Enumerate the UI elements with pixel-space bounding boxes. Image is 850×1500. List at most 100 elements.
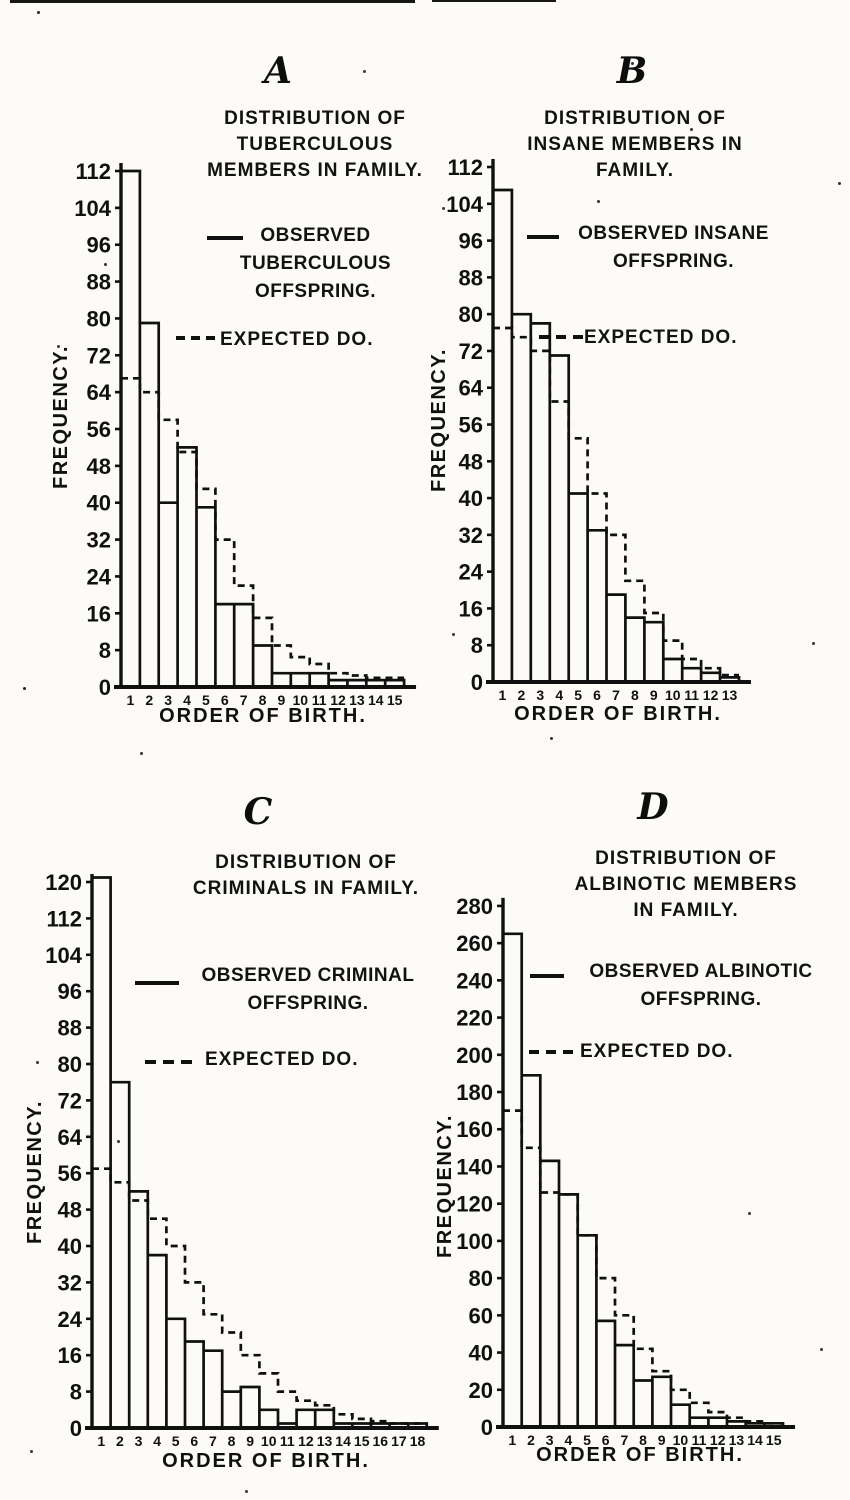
y-tick-label: 32 xyxy=(58,1270,82,1295)
panel-letter: D xyxy=(637,786,669,828)
x-tick-label: 3 xyxy=(135,1433,143,1449)
legend-expected-label: EXPECTED DO. xyxy=(205,1049,359,1070)
chart-title: DISTRIBUTION OF INSANE MEMBERS IN FAMILY… xyxy=(527,108,743,181)
x-tick-label: 12 xyxy=(298,1433,314,1449)
y-tick-label: 48 xyxy=(87,454,111,479)
x-tick-label: 10 xyxy=(261,1433,277,1449)
y-tick-label: 100 xyxy=(456,1229,493,1254)
legend-observed-label: OBSERVED ALBINOTIC OFFSPRING. xyxy=(589,961,813,1010)
expected-step-line xyxy=(121,376,405,680)
x-tick-label: 18 xyxy=(410,1433,426,1449)
y-tick-label: 0 xyxy=(99,675,111,700)
x-tick-label: 2 xyxy=(145,692,153,708)
y-tick-label: 80 xyxy=(87,306,111,331)
observed-line-icon xyxy=(207,236,243,240)
y-tick-label: 160 xyxy=(456,1117,493,1142)
expected-step-line xyxy=(493,326,739,677)
x-tick-label: 6 xyxy=(602,1432,610,1448)
y-tick-label: 32 xyxy=(87,528,111,553)
x-tick-label: 12 xyxy=(710,1432,726,1448)
x-tick-label: 2 xyxy=(517,687,525,703)
x-tick-label: 11 xyxy=(312,692,327,708)
y-tick-label: 72 xyxy=(459,339,483,364)
x-tick-label: 11 xyxy=(280,1433,295,1449)
y-tick-label: 16 xyxy=(87,601,111,626)
expected-dashes-icon xyxy=(145,1060,195,1064)
x-tick-label: 4 xyxy=(153,1433,161,1449)
y-tick-label: 112 xyxy=(76,159,112,184)
y-tick-label: 64 xyxy=(87,380,112,405)
chart-title: DISTRIBUTION OF ALBINOTIC MEMBERS IN FAM… xyxy=(574,848,798,921)
y-tick-label: 60 xyxy=(469,1303,493,1328)
observed-line-icon xyxy=(135,981,179,985)
expected-step-line xyxy=(92,1167,427,1425)
x-tick-label: 1 xyxy=(499,687,507,703)
x-tick-label: 6 xyxy=(593,687,601,703)
y-tick-label: 56 xyxy=(58,1161,82,1186)
y-tick-label: 104 xyxy=(446,192,483,217)
y-tick-label: 88 xyxy=(87,270,111,295)
x-tick-label: 15 xyxy=(354,1433,370,1449)
y-tick-label: 96 xyxy=(87,233,111,258)
legend-expected-label: EXPECTED DO. xyxy=(580,1041,734,1062)
y-tick-label: 120 xyxy=(45,870,82,895)
y-tick-label: 200 xyxy=(456,1043,493,1068)
scan-edge-artifact xyxy=(432,0,556,2)
x-tick-label: 14 xyxy=(747,1432,763,1448)
y-tick-label: 88 xyxy=(459,265,483,290)
x-axis-title: ORDER OF BIRTH. xyxy=(514,703,722,725)
panel-letter: A xyxy=(264,50,292,92)
y-tick-label: 104 xyxy=(74,196,111,221)
x-tick-label: 9 xyxy=(658,1432,666,1448)
y-tick-label: 48 xyxy=(58,1198,82,1223)
x-tick-label: 16 xyxy=(373,1433,389,1449)
y-tick-label: 80 xyxy=(58,1052,82,1077)
panel-letter: C xyxy=(243,791,273,833)
y-tick-label: 72 xyxy=(87,343,111,368)
x-tick-label: 11 xyxy=(684,687,699,703)
x-tick-label: 3 xyxy=(536,687,544,703)
y-axis-title: FREQUENCY. xyxy=(428,348,450,492)
y-axis-title: FREQUENCY. xyxy=(50,345,72,489)
x-tick-label: 9 xyxy=(650,687,658,703)
expected-dashes-icon xyxy=(176,336,216,340)
x-tick-label: 1 xyxy=(127,692,135,708)
y-tick-label: 40 xyxy=(459,486,483,511)
x-tick-label: 5 xyxy=(583,1432,591,1448)
x-tick-label: 8 xyxy=(228,1433,236,1449)
y-tick-label: 8 xyxy=(99,638,111,663)
x-tick-label: 3 xyxy=(164,692,172,708)
y-tick-label: 80 xyxy=(459,302,483,327)
x-axis-title: ORDER OF BIRTH. xyxy=(536,1444,744,1466)
y-tick-label: 24 xyxy=(459,560,484,585)
chart-title: DISTRIBUTION OF CRIMINALS IN FAMILY. xyxy=(192,852,420,899)
x-tick-label: 7 xyxy=(240,692,248,708)
y-tick-label: 96 xyxy=(459,229,483,254)
observed-bars xyxy=(491,188,741,682)
panel-letter: B xyxy=(616,50,648,92)
x-tick-label: 15 xyxy=(387,692,403,708)
y-tick-label: 24 xyxy=(58,1307,83,1332)
x-tick-label: 2 xyxy=(116,1433,124,1449)
y-axis-title: FREQUENCY. xyxy=(434,1114,456,1258)
x-tick-label: 17 xyxy=(391,1433,407,1449)
scan-noise-specks xyxy=(37,11,40,14)
x-tick-label: 13 xyxy=(729,1432,745,1448)
x-tick-label: 5 xyxy=(574,687,582,703)
x-tick-label: 4 xyxy=(564,1432,572,1448)
x-tick-label: 2 xyxy=(527,1432,535,1448)
x-tick-label: 7 xyxy=(209,1433,217,1449)
x-tick-label: 15 xyxy=(766,1432,782,1448)
x-tick-label: 11 xyxy=(692,1432,707,1448)
x-axis-title: ORDER OF BIRTH. xyxy=(159,705,367,727)
y-tick-label: 280 xyxy=(456,894,493,919)
y-tick-label: 16 xyxy=(459,596,483,621)
x-tick-label: 8 xyxy=(259,692,267,708)
y-tick-label: 180 xyxy=(456,1080,493,1105)
y-tick-label: 8 xyxy=(70,1380,82,1405)
y-tick-label: 0 xyxy=(70,1416,82,1441)
x-tick-label: 9 xyxy=(246,1433,254,1449)
x-tick-label: 10 xyxy=(292,692,308,708)
